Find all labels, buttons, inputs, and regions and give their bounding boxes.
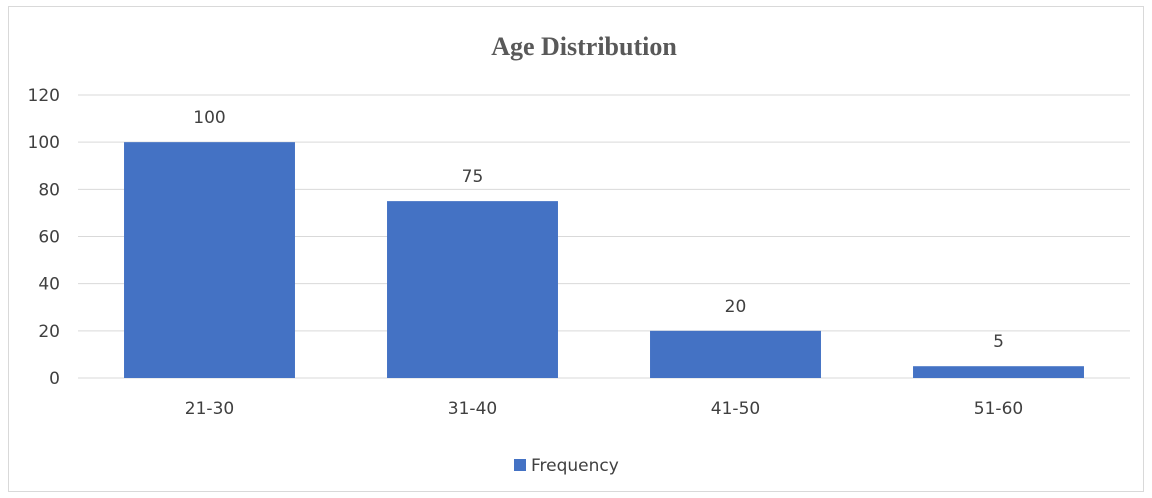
chart-title: Age Distribution bbox=[491, 32, 677, 61]
data-label: 5 bbox=[993, 332, 1004, 352]
bars bbox=[124, 142, 1084, 378]
x-tick-label: 51-60 bbox=[974, 399, 1023, 419]
y-tick-label: 80 bbox=[38, 180, 60, 200]
y-tick-label: 60 bbox=[38, 228, 60, 248]
y-tick-label: 40 bbox=[38, 275, 60, 295]
y-tick-label: 0 bbox=[49, 369, 60, 389]
bar bbox=[387, 201, 558, 378]
x-tick-label: 41-50 bbox=[711, 399, 760, 419]
y-tick-label: 120 bbox=[28, 86, 60, 106]
y-tick-label: 100 bbox=[28, 133, 60, 153]
data-label: 75 bbox=[462, 167, 484, 187]
data-label: 20 bbox=[725, 297, 747, 317]
x-axis: 21-30 31-40 41-50 51-60 bbox=[185, 399, 1023, 419]
y-axis: 0 20 40 60 80 100 120 bbox=[28, 86, 60, 389]
data-labels: 100 75 20 5 bbox=[193, 108, 1004, 352]
legend-swatch bbox=[514, 459, 526, 471]
x-tick-label: 31-40 bbox=[448, 399, 497, 419]
y-tick-label: 20 bbox=[38, 322, 60, 342]
data-label: 100 bbox=[193, 108, 225, 128]
legend-label: Frequency bbox=[531, 456, 619, 476]
bar bbox=[650, 330, 821, 378]
legend: Frequency bbox=[514, 456, 619, 476]
bar bbox=[124, 142, 295, 378]
x-tick-label: 21-30 bbox=[185, 399, 234, 419]
bar bbox=[913, 366, 1084, 378]
